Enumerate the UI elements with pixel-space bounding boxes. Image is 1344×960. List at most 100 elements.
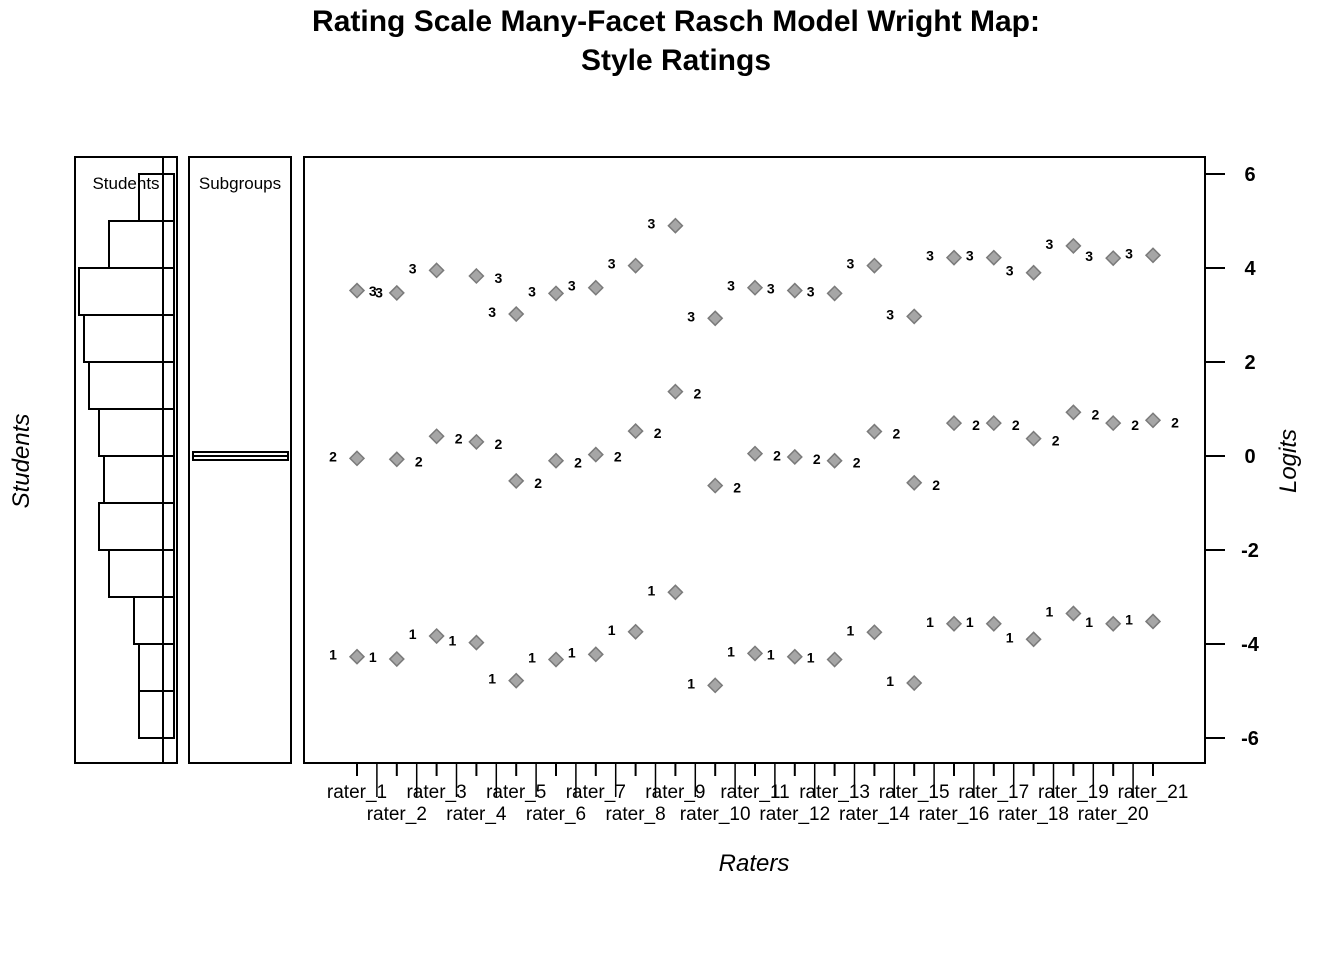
y-tick-label: 2 [1244, 352, 1255, 374]
threshold-category-label: 3 [1006, 263, 1014, 279]
students-histogram-bar [108, 220, 175, 269]
students-panel [74, 156, 178, 764]
subgroups-markers [192, 451, 289, 461]
threshold-category-label: 1 [727, 643, 735, 659]
threshold-point [906, 308, 923, 325]
threshold-point [547, 452, 565, 469]
x-tick-label: rater_8 [605, 804, 665, 825]
threshold-point [627, 623, 644, 640]
threshold-point [1065, 404, 1082, 421]
threshold-point [826, 651, 843, 668]
threshold-point [786, 448, 803, 466]
threshold-point [746, 279, 764, 296]
threshold-category-label: 3 [807, 283, 815, 299]
threshold-point [587, 446, 604, 463]
threshold-category-label: 2 [614, 449, 622, 465]
y-tick-label: 4 [1244, 258, 1256, 280]
x-tick-label: rater_13 [799, 782, 870, 803]
threshold-category-label: 3 [409, 260, 417, 276]
threshold-point [667, 584, 684, 601]
threshold-category-label: 3 [1046, 236, 1054, 252]
threshold-point [1025, 264, 1042, 281]
threshold-point [985, 415, 1002, 432]
threshold-category-label: 1 [409, 626, 417, 642]
threshold-point [1065, 605, 1082, 622]
chart-title-line-1: Rating Scale Many-Facet Rasch Model Wrig… [312, 5, 1040, 38]
threshold-category-label: 2 [1092, 406, 1100, 422]
threshold-category-label: 1 [1085, 614, 1093, 630]
x-tick-label: rater_17 [958, 782, 1029, 803]
x-tick-label: rater_12 [759, 804, 830, 825]
threshold-point [468, 433, 485, 450]
threshold-category-label: 1 [568, 644, 576, 660]
threshold-category-label: 1 [648, 582, 656, 598]
threshold-point [388, 451, 405, 468]
threshold-category-label: 3 [608, 256, 616, 272]
students-histogram-bar [133, 596, 175, 645]
students-histogram [78, 157, 175, 763]
threshold-point [1144, 412, 1162, 429]
threshold-category-label: 3 [926, 248, 934, 264]
threshold-point [1065, 237, 1082, 254]
threshold-point [508, 672, 525, 689]
left-y-axis-title: Students [8, 414, 35, 509]
threshold-category-label: 3 [375, 285, 383, 301]
x-tick-label: rater_20 [1078, 804, 1149, 825]
threshold-point [945, 415, 963, 432]
x-tick-label: rater_9 [645, 782, 705, 803]
threshold-category-label: 3 [369, 283, 377, 299]
threshold-point [1105, 415, 1122, 432]
threshold-category-label: 2 [415, 453, 423, 469]
threshold-point [1144, 247, 1162, 264]
threshold-category-label: 3 [687, 308, 695, 324]
students-panel-label: Students [92, 174, 159, 193]
threshold-category-label: 1 [926, 614, 934, 630]
threshold-category-label: 3 [886, 306, 894, 322]
threshold-category-label: 2 [694, 386, 702, 402]
students-histogram-bar [83, 314, 175, 363]
threshold-point [906, 674, 923, 692]
students-histogram-bar [108, 549, 175, 598]
threshold-point [667, 217, 684, 234]
x-tick-label: rater_14 [839, 804, 910, 825]
threshold-category-label: 3 [1125, 245, 1133, 261]
logit-axis: 6 4 2 0 -2 -4 -6 [1204, 164, 1260, 750]
threshold-category-label: 2 [893, 426, 901, 442]
threshold-point [547, 285, 565, 302]
threshold-point [348, 450, 366, 467]
threshold-category-label: 1 [488, 671, 496, 687]
y-tick-label: -4 [1241, 634, 1260, 656]
threshold-point [707, 477, 724, 494]
threshold-point [945, 249, 963, 266]
threshold-category-label: 2 [534, 475, 542, 491]
rater-axis: rater_1rater_2rater_3rater_4rater_5rater… [327, 763, 1188, 825]
threshold-point [746, 645, 764, 662]
threshold-point [428, 262, 445, 279]
threshold-point [985, 249, 1002, 266]
threshold-point [587, 279, 604, 296]
x-tick-label: rater_11 [720, 782, 789, 803]
threshold-category-label: 3 [966, 248, 974, 264]
threshold-point [707, 677, 724, 694]
threshold-point [627, 423, 644, 440]
threshold-category-label: 1 [1125, 611, 1133, 627]
threshold-category-label: 1 [807, 650, 815, 666]
subgroups-panel-label: Subgroups [199, 174, 281, 193]
threshold-point [508, 472, 525, 489]
threshold-point [587, 646, 604, 663]
x-tick-label: rater_21 [1118, 782, 1189, 803]
x-tick-label: rater_7 [566, 782, 626, 803]
x-tick-label: rater_16 [919, 804, 990, 825]
threshold-point [388, 284, 405, 301]
threshold-point [985, 615, 1002, 632]
threshold-category-label: 1 [449, 633, 457, 649]
threshold-point [468, 267, 485, 285]
threshold-category-label: 1 [1046, 603, 1054, 619]
threshold-point [348, 648, 366, 665]
threshold-category-label: 3 [767, 281, 775, 297]
threshold-category-label: 2 [329, 448, 337, 464]
threshold-category-label: 1 [528, 650, 536, 666]
y-tick-label: 6 [1244, 164, 1255, 186]
threshold-category-label: 1 [966, 614, 974, 630]
threshold-category-label: 1 [329, 647, 337, 663]
